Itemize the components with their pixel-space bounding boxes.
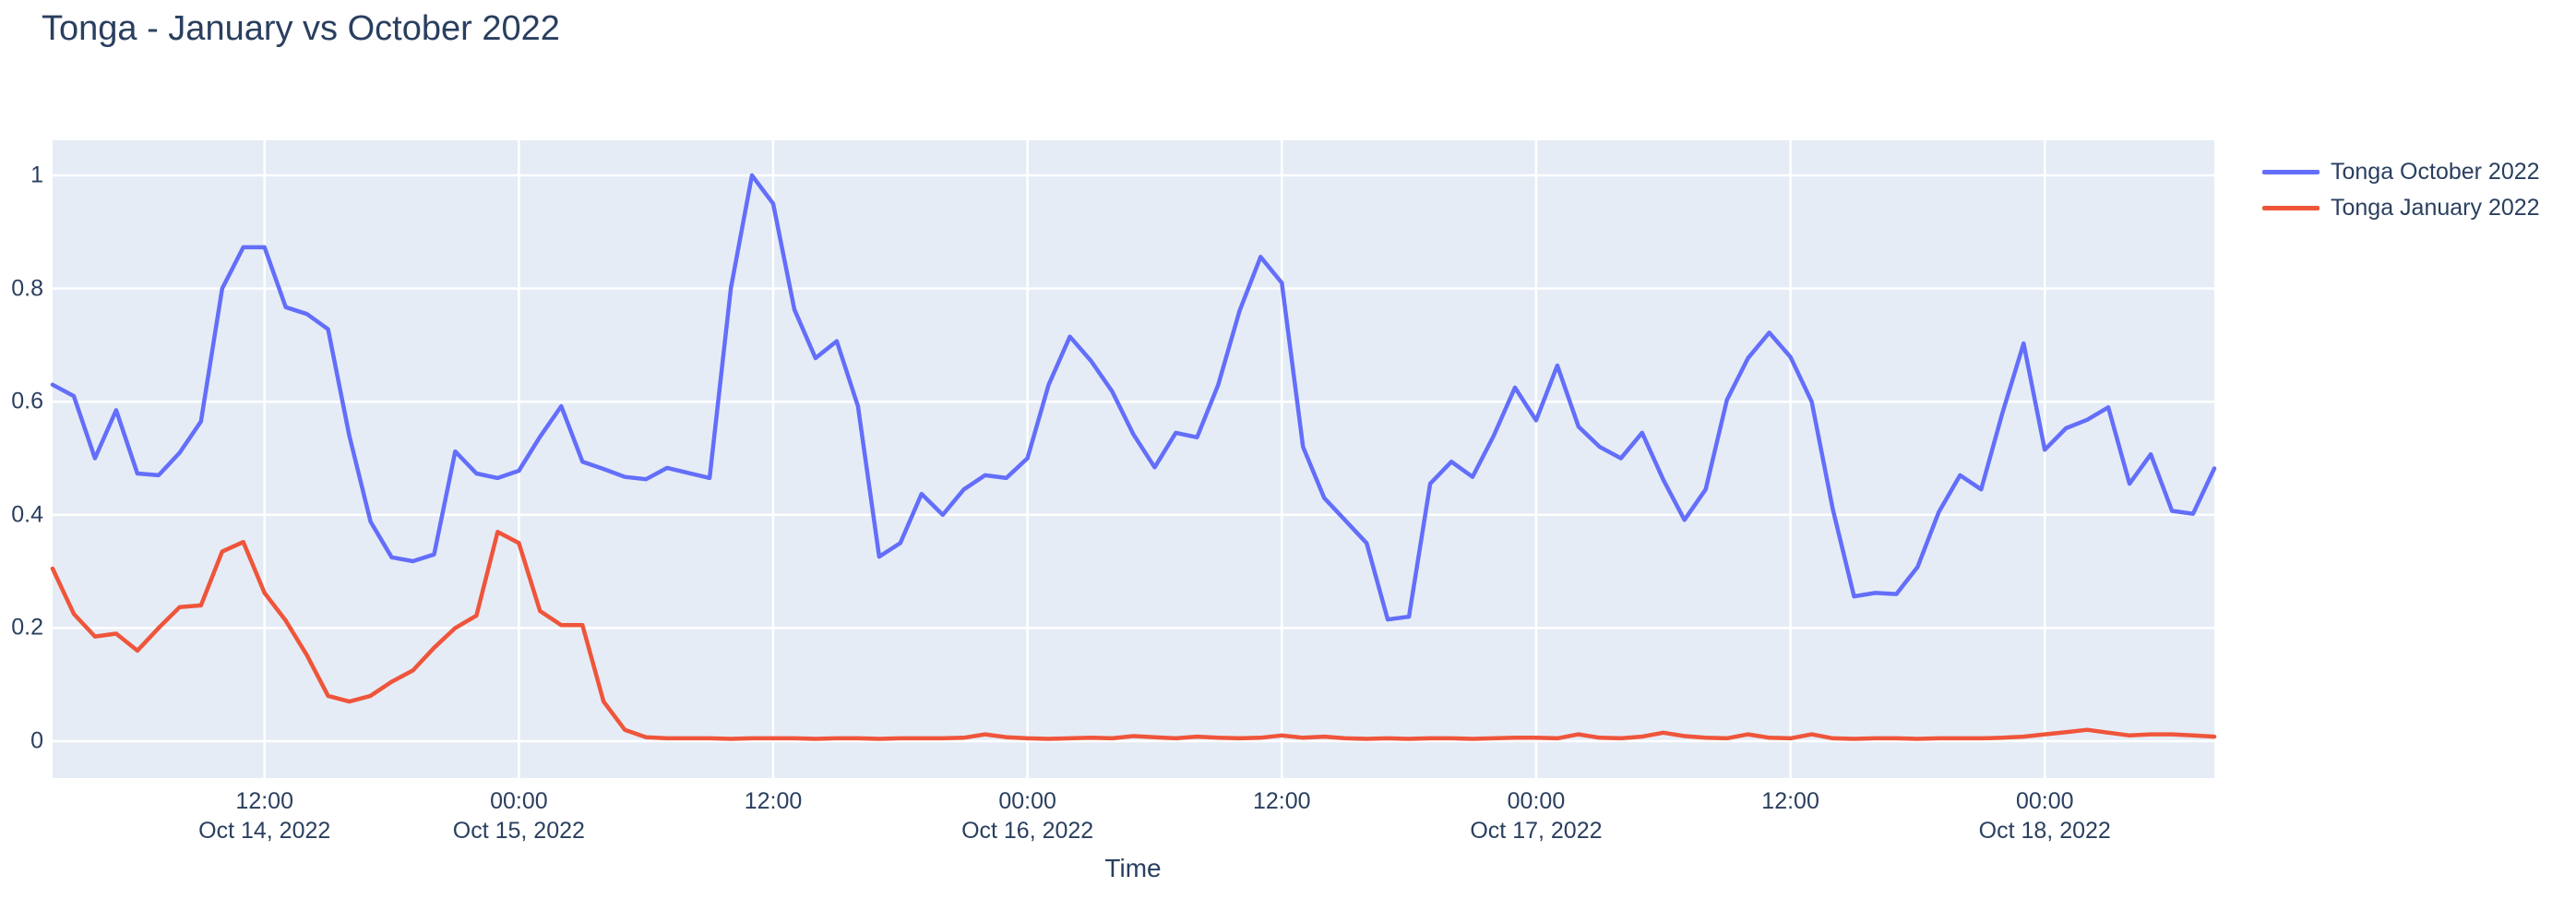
legend-item-tonga-january-2022[interactable]: Tonga January 2022 xyxy=(2262,190,2540,226)
x-tick-label-date: Oct 16, 2022 xyxy=(961,818,1094,844)
series-line-tonga-october-2022 xyxy=(50,173,2217,622)
y-tick-label: 0 xyxy=(30,727,43,754)
legend-label: Tonga October 2022 xyxy=(2331,159,2540,185)
y-tick-label: 1 xyxy=(30,162,43,188)
chart-title: Tonga - January vs October 2022 xyxy=(42,9,560,48)
x-tick-label-time: 00:00 xyxy=(998,788,1056,814)
legend-label: Tonga January 2022 xyxy=(2331,195,2540,221)
y-tick-label: 0.2 xyxy=(11,614,43,641)
x-tick-label-time: 00:00 xyxy=(1507,788,1566,814)
x-axis-title: Time xyxy=(1104,854,1162,882)
plot-area[interactable] xyxy=(53,140,2214,778)
x-tick-label-time: 00:00 xyxy=(490,788,548,814)
x-tick-label-date: Oct 14, 2022 xyxy=(198,818,331,844)
x-tick-label-time: 12:00 xyxy=(744,788,803,814)
y-tick-label: 0.6 xyxy=(11,388,43,414)
legend-swatch-icon xyxy=(2262,170,2320,174)
x-tick-label-time: 12:00 xyxy=(1253,788,1311,814)
y-tick-label: 0.8 xyxy=(11,275,43,302)
x-tick-label-time: 12:00 xyxy=(235,788,293,814)
x-tick-label-time: 00:00 xyxy=(2015,788,2074,814)
legend: Tonga October 2022 Tonga January 2022 xyxy=(2262,154,2540,226)
x-tick-label-date: Oct 18, 2022 xyxy=(1978,818,2111,844)
legend-swatch-icon xyxy=(2262,206,2320,210)
y-tick-label: 0.4 xyxy=(11,501,43,528)
x-tick-label-time: 12:00 xyxy=(1761,788,1819,814)
x-tick-label-date: Oct 15, 2022 xyxy=(452,818,585,844)
legend-item-tonga-october-2022[interactable]: Tonga October 2022 xyxy=(2262,154,2540,190)
x-tick-label-date: Oct 17, 2022 xyxy=(1470,818,1603,844)
series-line-tonga-january-2022 xyxy=(50,529,2217,741)
